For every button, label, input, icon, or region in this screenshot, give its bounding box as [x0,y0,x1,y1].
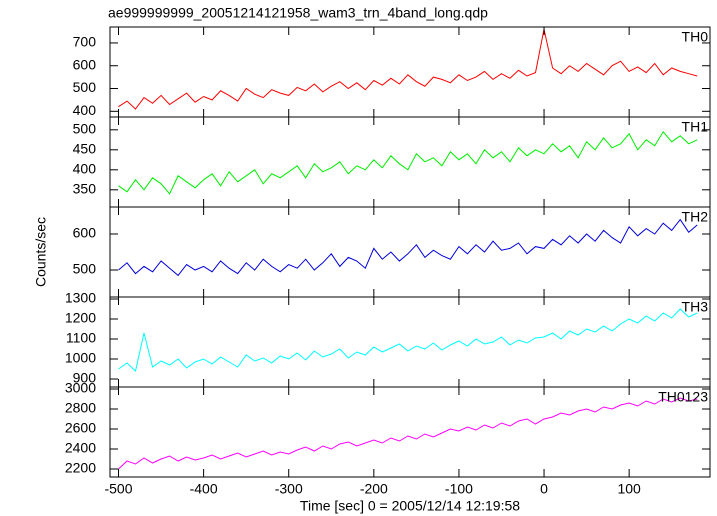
y-tick-label: 400 [73,102,97,118]
y-tick-label: 500 [73,261,97,277]
data-line [118,308,698,372]
x-tick-label: -300 [275,481,303,497]
y-tick-label: 450 [73,141,97,157]
panel-frame [109,296,711,388]
x-tick-label: -100 [445,481,473,497]
x-tick-label: 100 [617,481,641,497]
y-tick-label: 1300 [65,290,96,306]
panel-frame [109,386,711,478]
panel-frame [109,26,711,118]
x-tick-label: -500 [104,481,132,497]
y-tick-label: 2600 [65,420,96,436]
y-tick-label: 1000 [65,350,96,366]
y-tick-label: 350 [73,181,97,197]
y-tick-label: 1200 [65,310,96,326]
data-line [118,130,698,195]
y-tick-label: 2200 [65,460,96,476]
y-tick-label: 600 [73,56,97,72]
panel-label: TH3 [682,299,709,315]
x-tick-label: -400 [190,481,218,497]
y-tick-label: 1100 [66,330,96,346]
y-axis-label: Counts/sec [33,217,49,287]
y-tick-label: 2400 [65,440,96,456]
chart-title: ae999999999_20051214121958_wam3_trn_4ban… [108,5,488,21]
y-tick-label: 700 [73,34,97,50]
panel-label: TH1 [682,119,709,135]
y-tick-label: 3000 [65,380,96,396]
x-tick-label: -200 [360,481,388,497]
panel-frame [109,116,711,208]
y-tick-label: 500 [73,121,97,137]
y-tick-label: 600 [73,225,97,241]
data-line [118,397,698,470]
x-tick-label: 0 [540,481,548,497]
y-tick-label: 2800 [65,400,96,416]
data-line [118,29,698,110]
panel-label: TH2 [682,209,709,225]
panel-label: TH0 [682,29,709,45]
x-axis-label: Time [sec] 0 = 2005/12/14 12:19:58 [300,498,520,514]
y-tick-label: 900 [73,370,97,386]
y-tick-label: 500 [73,79,97,95]
panel-label: TH0123 [658,389,708,405]
data-line [118,218,698,277]
y-tick-label: 400 [73,161,97,177]
